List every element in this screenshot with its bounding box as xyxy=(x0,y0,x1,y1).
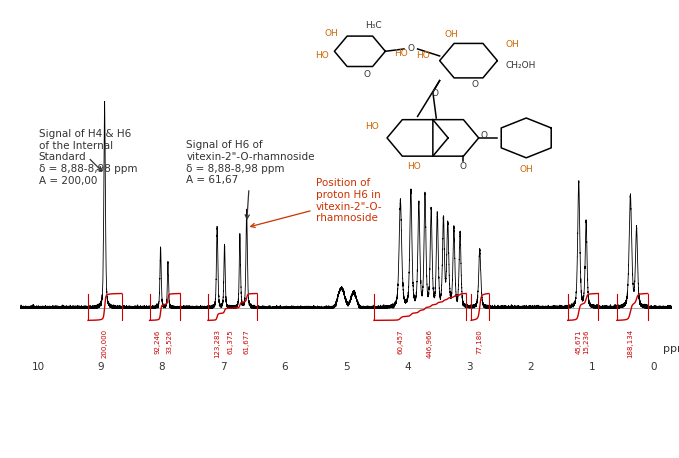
Text: O: O xyxy=(481,131,488,140)
Text: H₃C: H₃C xyxy=(365,21,382,30)
Text: 33,526: 33,526 xyxy=(167,329,172,354)
Text: 61,677: 61,677 xyxy=(244,329,250,354)
Text: HO: HO xyxy=(316,51,329,60)
Text: 61,375: 61,375 xyxy=(227,329,234,354)
Text: 15,236: 15,236 xyxy=(583,329,589,354)
Text: O: O xyxy=(460,163,467,171)
Text: HO: HO xyxy=(407,163,421,171)
Text: HO: HO xyxy=(365,122,379,131)
Text: ppm: ppm xyxy=(663,344,679,354)
Text: OH: OH xyxy=(519,165,533,174)
Text: OH: OH xyxy=(506,40,519,49)
Text: Position of
proton H6 in
vitexin-2"-O-
rhamnoside: Position of proton H6 in vitexin-2"-O- r… xyxy=(251,178,382,228)
Text: Signal of H6 of
vitexin-2"-O-rhamnoside
δ = 8,88-8,98 ppm
A = 61,67: Signal of H6 of vitexin-2"-O-rhamnoside … xyxy=(187,140,315,219)
Text: CH₂OH: CH₂OH xyxy=(506,61,536,70)
Text: OH: OH xyxy=(445,30,458,39)
Text: 77,180: 77,180 xyxy=(477,329,483,354)
Text: 45,671: 45,671 xyxy=(576,329,582,354)
Text: Signal of H4 & H6
of the Internal
Standard
δ = 8,88-8,98 ppm
A = 200,00: Signal of H4 & H6 of the Internal Standa… xyxy=(39,129,137,185)
Text: O: O xyxy=(407,44,414,54)
Text: O: O xyxy=(472,80,479,88)
Text: O: O xyxy=(431,89,438,98)
Text: 188,134: 188,134 xyxy=(627,329,634,359)
Text: 123,283: 123,283 xyxy=(214,329,220,358)
Text: 446,966: 446,966 xyxy=(426,329,433,358)
Text: 92,246: 92,246 xyxy=(155,329,160,354)
Text: HO: HO xyxy=(394,49,407,58)
Text: 60,457: 60,457 xyxy=(397,329,403,354)
Text: 200,000: 200,000 xyxy=(102,329,107,359)
Text: O: O xyxy=(363,70,370,79)
Text: HO: HO xyxy=(416,51,429,60)
Text: OH: OH xyxy=(324,29,338,38)
